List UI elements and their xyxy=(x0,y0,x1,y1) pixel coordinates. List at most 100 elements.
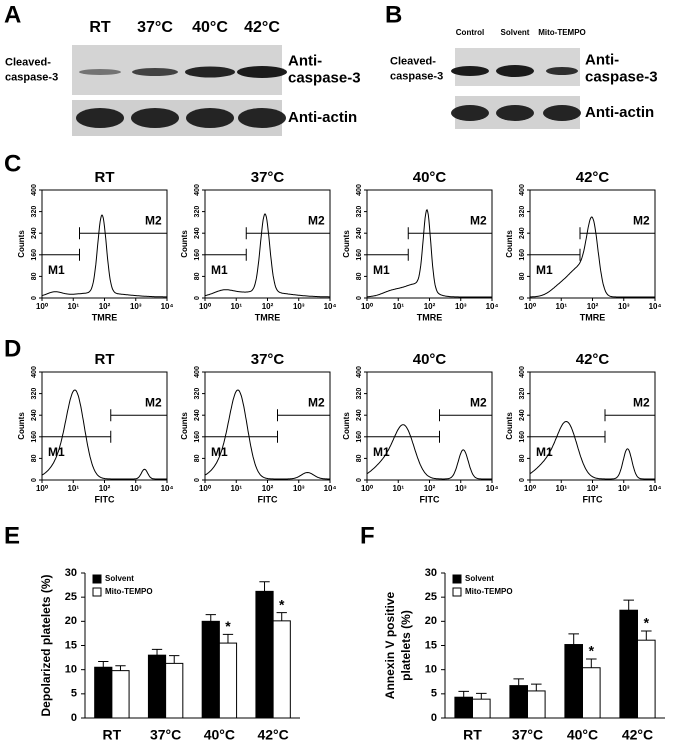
x-tick-label: 10¹ xyxy=(67,484,79,493)
y-tick-label: 25 xyxy=(425,591,437,603)
y-tick-label: 80 xyxy=(519,272,526,280)
plot-frame xyxy=(529,189,656,299)
y-tick-label: 30 xyxy=(65,567,77,579)
x-tick-label: 40°C xyxy=(567,727,598,743)
bar xyxy=(564,644,584,719)
blot-band xyxy=(132,68,178,76)
histogram-title: 40°C xyxy=(413,169,447,186)
y-tick-label: 80 xyxy=(31,272,38,280)
x-axis-label: TMRE xyxy=(580,312,606,322)
y-axis-label: Counts xyxy=(180,230,189,258)
antibody-label: caspase-3 xyxy=(288,69,361,86)
x-tick-label: 10⁰ xyxy=(36,484,49,493)
panel-label: C xyxy=(4,150,21,177)
y-tick-label: 160 xyxy=(519,431,526,443)
y-tick-label: 240 xyxy=(519,227,526,239)
y-tick-label: 10 xyxy=(65,664,77,676)
x-tick-label: 42°C xyxy=(257,727,288,743)
x-tick-label: 10² xyxy=(424,302,436,311)
x-tick-label: RT xyxy=(463,727,482,743)
histogram-curve xyxy=(204,213,330,298)
legend-swatch xyxy=(92,574,102,584)
y-tick-label: 400 xyxy=(356,366,363,378)
x-tick-label: 10² xyxy=(587,302,599,311)
blot-band xyxy=(76,108,124,128)
error-bar xyxy=(623,599,634,611)
gate-label: M1 xyxy=(373,263,390,277)
error-bar xyxy=(169,655,180,664)
bar xyxy=(218,642,238,719)
y-tick-label: 0 xyxy=(71,712,77,724)
error-bar xyxy=(115,665,126,671)
x-tick-label: 10⁴ xyxy=(486,302,499,311)
gate-marker xyxy=(79,227,168,240)
legend-label: Solvent xyxy=(465,574,494,583)
y-axis-label: Depolarized platelets (%) xyxy=(39,574,53,716)
gate-label: M2 xyxy=(145,213,162,227)
lane-label: 42°C xyxy=(244,19,280,36)
x-tick-label: 10⁰ xyxy=(199,302,212,311)
y-tick-label: 400 xyxy=(194,184,201,196)
y-tick-label: 400 xyxy=(31,184,38,196)
x-tick-label: 10⁰ xyxy=(524,484,537,493)
x-axis-label: TMRE xyxy=(417,312,443,322)
y-tick-label: 400 xyxy=(194,366,201,378)
gate-marker xyxy=(41,430,112,443)
x-tick-label: 10³ xyxy=(618,302,630,311)
antibody-label: Anti-actin xyxy=(585,104,654,121)
bar xyxy=(472,698,491,719)
y-tick-label: 10 xyxy=(425,664,437,676)
gate-label: M1 xyxy=(48,445,65,459)
error-bar xyxy=(276,612,287,621)
histogram-curve xyxy=(530,216,655,298)
y-tick-label: 80 xyxy=(194,454,201,462)
y-tick-label: 240 xyxy=(356,227,363,239)
error-bar xyxy=(222,633,234,644)
blot-band xyxy=(237,66,287,78)
x-tick-label: 10³ xyxy=(293,302,305,311)
blot-band xyxy=(451,66,489,76)
error-bar xyxy=(476,692,487,700)
lane-label: RT xyxy=(89,19,111,36)
y-tick-label: 0 xyxy=(356,296,363,300)
x-tick-label: 10² xyxy=(424,484,436,493)
blot-band xyxy=(185,66,235,78)
error-bar xyxy=(586,658,597,668)
y-tick-label: 160 xyxy=(356,431,363,443)
gate-label: M2 xyxy=(470,395,487,409)
gate-marker xyxy=(529,248,581,261)
plot-frame xyxy=(366,189,493,299)
y-tick-label: 160 xyxy=(31,431,38,443)
row-label: caspase-3 xyxy=(5,71,58,83)
gate-label: M2 xyxy=(633,395,650,409)
gate-label: M2 xyxy=(308,213,325,227)
x-tick-label: 10⁴ xyxy=(649,484,662,493)
x-tick-label: 10⁴ xyxy=(324,302,337,311)
x-tick-label: 10⁴ xyxy=(161,302,174,311)
lane-label: Solvent xyxy=(501,28,530,37)
error-bar xyxy=(568,633,579,645)
y-tick-label: 160 xyxy=(194,431,201,443)
y-tick-label: 80 xyxy=(31,454,38,462)
y-tick-label: 240 xyxy=(519,409,526,421)
antibody-label: Anti- xyxy=(585,51,619,68)
legend-swatch xyxy=(452,587,462,597)
x-tick-label: 10¹ xyxy=(230,484,242,493)
blot-band xyxy=(543,105,581,121)
x-tick-label: 40°C xyxy=(204,727,235,743)
y-tick-label: 0 xyxy=(31,478,38,482)
lane-label: Control xyxy=(456,28,484,37)
y-tick-label: 30 xyxy=(425,567,437,579)
bar xyxy=(201,620,220,719)
significance-mark: * xyxy=(644,615,650,631)
x-tick-label: 10³ xyxy=(618,484,630,493)
x-axis-label: FITC xyxy=(583,494,603,504)
legend-swatch xyxy=(92,587,102,597)
gate-label: M2 xyxy=(470,213,487,227)
x-tick-label: 10¹ xyxy=(555,484,567,493)
bar xyxy=(454,696,473,719)
error-bar xyxy=(458,690,469,698)
bar xyxy=(165,662,184,719)
gate-label: M1 xyxy=(48,263,65,277)
y-axis-label: Counts xyxy=(342,230,351,258)
